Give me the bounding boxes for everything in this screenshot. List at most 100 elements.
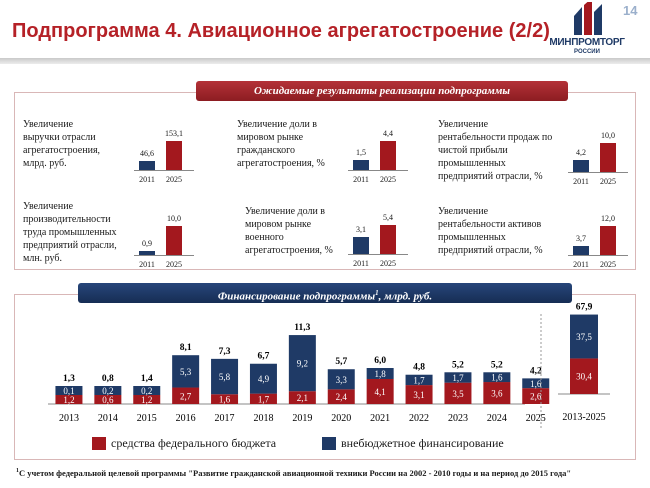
label-federal: 0,6 xyxy=(102,395,114,405)
indicator-label-line: предприятий отрасли, xyxy=(23,240,117,251)
x-tick-label: 2013 xyxy=(59,413,79,424)
label-extra: 3,3 xyxy=(336,375,348,385)
mini-baseline xyxy=(568,172,628,173)
bar-federal xyxy=(55,395,83,404)
indicator-label-line: мировом рынке xyxy=(237,132,304,143)
mini-year-2025: 2025 xyxy=(166,175,182,184)
indicator-mini-chart: 0,9 10,0 2011 2025 xyxy=(134,201,194,273)
results-banner: Ожидаемые результаты реализации подпрогр… xyxy=(196,81,568,101)
mini-bar-2025 xyxy=(600,226,616,255)
mini-year-2011: 2011 xyxy=(573,260,589,269)
label-federal: 1,2 xyxy=(63,395,74,405)
bar-extra xyxy=(249,363,277,394)
mini-value-2025: 10,0 xyxy=(167,214,181,223)
bar-extra xyxy=(172,355,200,388)
indicator-label: Увеличение производительности труда промыш… xyxy=(23,200,117,265)
label-total: 5,2 xyxy=(491,360,503,370)
mini-year-2025: 2025 xyxy=(166,260,182,269)
x-tick-label: 2023 xyxy=(448,413,468,424)
x-tick-label: 2016 xyxy=(176,413,196,424)
label-extra: 1,8 xyxy=(375,369,387,379)
indicator-label-line: промышленных xyxy=(438,232,506,243)
label-federal: 1,7 xyxy=(258,394,270,404)
label-federal: 2,6 xyxy=(530,392,542,402)
mini-bar-2011 xyxy=(353,160,369,170)
label-total: 11,3 xyxy=(294,323,310,333)
mini-baseline xyxy=(348,254,408,255)
mini-baseline xyxy=(134,170,194,171)
indicator-label-line: чистой прибыли xyxy=(438,145,508,156)
indicator-label: Увеличение доли в мировом рынке военного аг… xyxy=(245,205,333,257)
indicator-label-line: промышленных xyxy=(438,158,506,169)
label-federal: 3,6 xyxy=(491,389,503,399)
mini-value-2011: 1,5 xyxy=(356,148,366,158)
indicator-label-line: Увеличение xyxy=(23,201,74,212)
financing-banner-title: Финансирование подпрограммы xyxy=(217,290,376,303)
mini-bar-2011 xyxy=(139,251,155,255)
bar-extra xyxy=(55,386,83,395)
indicator-label: Увеличение доли в мировом рынке гражданско… xyxy=(237,118,325,170)
bar-federal xyxy=(211,394,239,404)
financing-banner-unit: , млрд. руб. xyxy=(378,290,433,303)
bar-federal xyxy=(522,388,550,404)
indicator-label-line: производительности xyxy=(23,214,111,225)
label-extra: 0,2 xyxy=(102,386,113,396)
indicator-mini-chart: 1,5 4,4 2011 2025 xyxy=(348,116,408,188)
label-total: 5,7 xyxy=(335,357,347,367)
label-total: 1,4 xyxy=(141,374,153,384)
mini-value-2025: 10,0 xyxy=(601,131,615,140)
bar-extra xyxy=(522,378,550,389)
label-federal: 3,5 xyxy=(452,389,464,399)
bar-extra xyxy=(405,374,433,386)
legend-label-federal: средства федерального бюджета xyxy=(111,436,277,450)
total-label-extra: 37,5 xyxy=(576,332,592,342)
bar-federal xyxy=(366,378,394,404)
label-total: 7,3 xyxy=(219,347,231,357)
indicator-label-line: млрд. руб. xyxy=(23,158,67,169)
x-tick-label: 2014 xyxy=(98,413,118,424)
bar-federal xyxy=(288,391,316,404)
label-extra: 4,9 xyxy=(258,374,270,384)
indicator-label-line: агрегатостроения, xyxy=(23,145,101,156)
indicator-label-line: труда промышленных xyxy=(23,227,117,238)
mini-year-2011: 2011 xyxy=(139,260,155,269)
indicator-label-line: агрегатостроения, % xyxy=(237,158,325,169)
indicator-label-line: рентабельности продаж по xyxy=(438,132,553,143)
mini-bar-2011 xyxy=(353,237,369,254)
financing-banner: Финансирование подпрограммы1, млрд. руб. xyxy=(78,283,572,303)
label-extra: 1,6 xyxy=(491,373,503,383)
indicator-label-line: выручки отрасли xyxy=(23,132,96,143)
mini-year-2025: 2025 xyxy=(380,175,396,184)
bar-federal xyxy=(133,395,161,404)
bar-federal xyxy=(249,393,277,404)
mini-value-2011: 3,7 xyxy=(576,234,586,244)
indicator-label-line: предприятий отрасли, % xyxy=(438,245,543,256)
label-federal: 2,1 xyxy=(297,393,308,403)
footnote-text: С учетом федеральной целевой программы "… xyxy=(19,468,572,478)
bar-extra xyxy=(366,368,394,379)
indicator-mini-chart: 3,7 12,0 2011 2025 xyxy=(568,201,628,273)
label-federal: 1,2 xyxy=(141,395,152,405)
mini-bar-2025 xyxy=(166,141,182,170)
legend-label-extra: внебюджетное финансирование xyxy=(341,436,504,450)
x-tick-label: 2025 xyxy=(526,413,546,424)
label-extra: 0,2 xyxy=(141,386,152,396)
label-total: 5,2 xyxy=(452,360,464,370)
page-number: 14 xyxy=(623,3,638,18)
mini-bar-2011 xyxy=(139,161,155,170)
logo-subtitle: РОССИИ xyxy=(574,49,600,55)
bar-extra xyxy=(483,372,511,383)
mini-bar-2025 xyxy=(380,225,396,254)
indicator-label-line: млн. руб. xyxy=(23,253,62,264)
mini-value-2025: 5,4 xyxy=(383,213,393,222)
indicator-label: Увеличение выручки отрасли агрегатостроени… xyxy=(23,118,100,170)
indicator-label-line: Увеличение xyxy=(438,119,489,130)
x-tick-label: 2022 xyxy=(409,413,429,424)
x-tick-label: 2017 xyxy=(215,413,235,424)
label-extra: 5,8 xyxy=(219,372,231,382)
mini-value-2011: 0,9 xyxy=(142,239,152,248)
bar-federal xyxy=(327,389,355,404)
indicator-label-line: Увеличение доли в xyxy=(245,206,326,217)
mini-value-2011: 3,1 xyxy=(356,225,366,235)
